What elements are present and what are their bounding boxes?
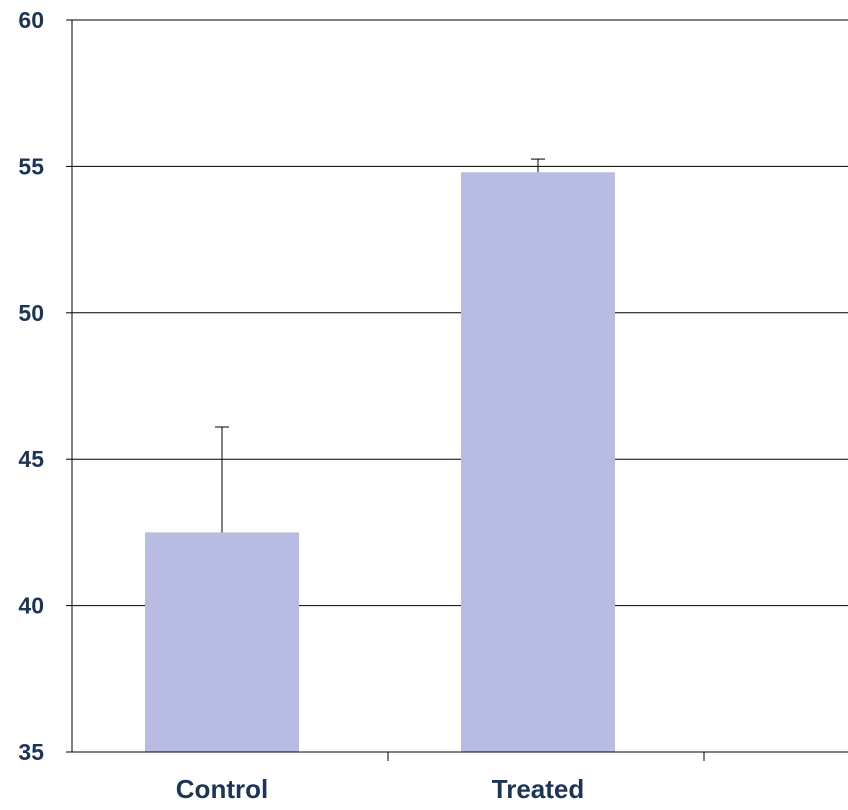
y-tick-label-35: 35 [18, 739, 44, 765]
x-tick-marks [387, 752, 705, 761]
error-bars [215, 158, 545, 533]
y-tick-label-40: 40 [18, 593, 44, 619]
y-tick-label-55: 55 [18, 153, 44, 179]
y-tick-labels: 35 40 45 50 55 60 [18, 7, 72, 765]
gridlines [72, 19, 848, 607]
y-tick-label-45: 45 [18, 446, 44, 472]
y-tick-label-50: 50 [18, 300, 44, 326]
bars [145, 172, 615, 753]
bar-treated [461, 172, 615, 753]
category-label-control: Control [176, 774, 268, 804]
category-labels: Control Treated [176, 774, 584, 804]
axes [71, 20, 848, 753]
y-tick-label-60: 60 [18, 7, 44, 33]
bar-control [145, 532, 299, 752]
category-label-treated: Treated [492, 774, 585, 804]
